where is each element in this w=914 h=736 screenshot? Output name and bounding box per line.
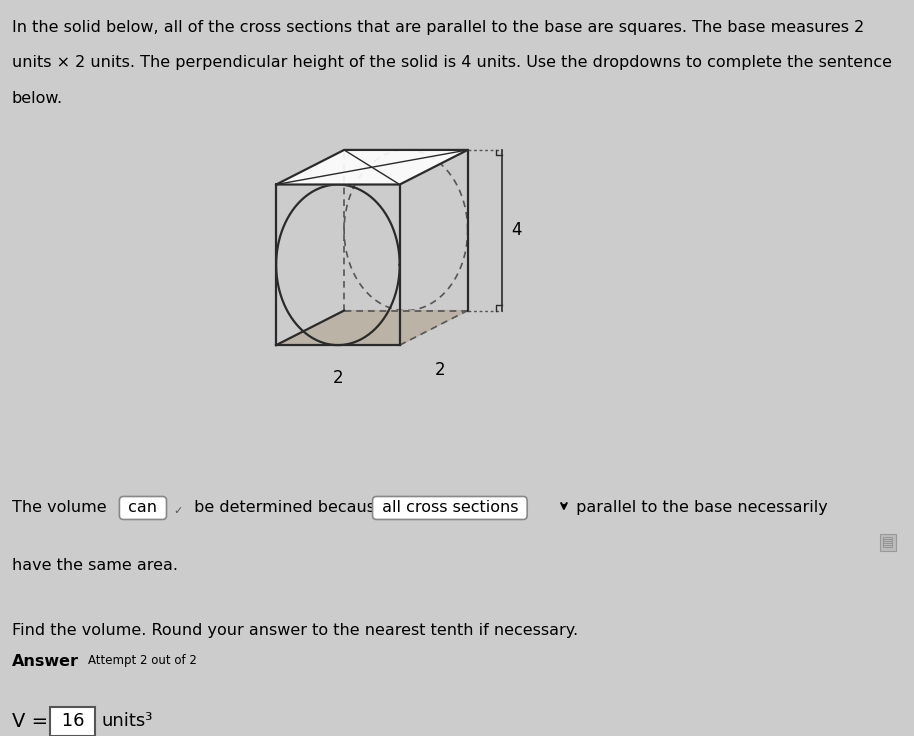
Text: The volume: The volume	[12, 500, 107, 515]
Text: 2: 2	[333, 369, 344, 386]
Text: units × 2 units. The perpendicular height of the solid is 4 units. Use the dropd: units × 2 units. The perpendicular heigh…	[12, 55, 892, 70]
Text: 4: 4	[511, 222, 521, 239]
Text: have the same area.: have the same area.	[12, 558, 178, 573]
Text: 2: 2	[434, 361, 445, 378]
Text: parallel to the base necessarily: parallel to the base necessarily	[571, 500, 828, 515]
Text: 16: 16	[56, 712, 90, 730]
Text: below.: below.	[12, 91, 63, 105]
Text: ▤: ▤	[882, 536, 894, 549]
Text: can: can	[123, 500, 163, 515]
Polygon shape	[276, 311, 468, 345]
Text: all cross sections: all cross sections	[377, 500, 523, 515]
Text: Attempt 2 out of 2: Attempt 2 out of 2	[88, 654, 197, 667]
Text: In the solid below, all of the cross sections that are parallel to the base are : In the solid below, all of the cross sec…	[12, 20, 864, 35]
Text: units³: units³	[101, 712, 153, 730]
Text: Answer: Answer	[12, 654, 79, 668]
Text: V =: V =	[12, 712, 48, 732]
Text: Find the volume. Round your answer to the nearest tenth if necessary.: Find the volume. Round your answer to th…	[12, 623, 578, 637]
Text: be determined because: be determined because	[189, 500, 385, 515]
Text: ✓: ✓	[174, 506, 183, 517]
Polygon shape	[276, 150, 468, 185]
